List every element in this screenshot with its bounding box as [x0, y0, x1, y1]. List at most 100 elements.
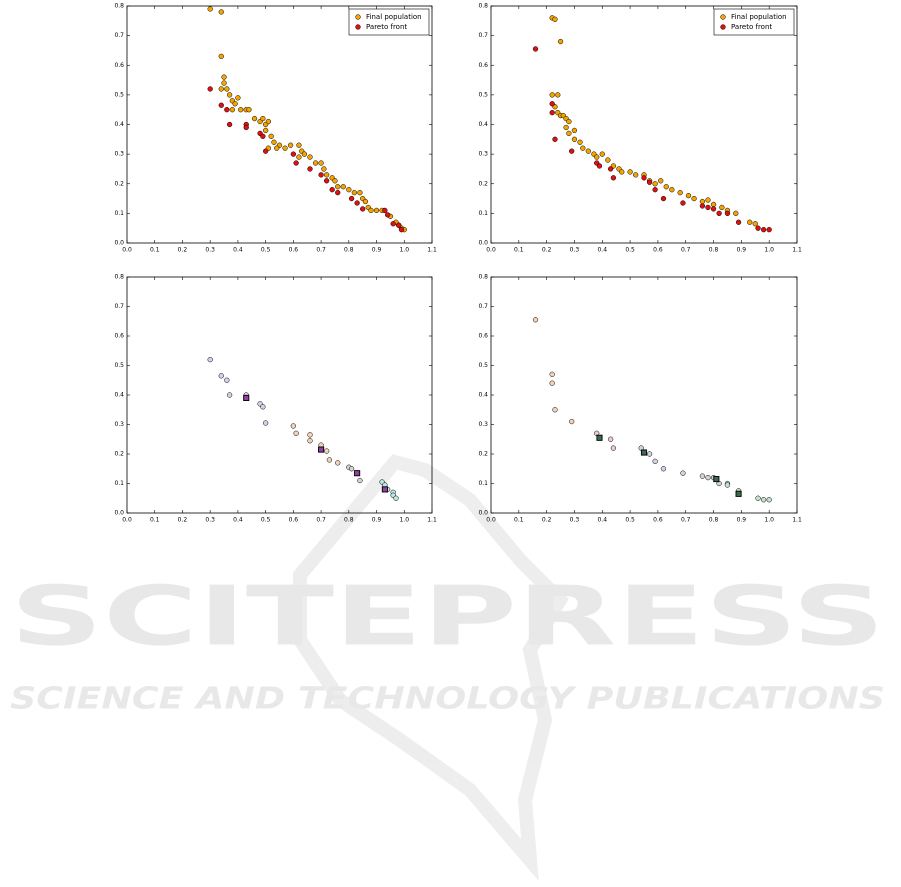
watermark-shape	[293, 454, 569, 881]
scatter-point	[566, 118, 572, 125]
scatter-point	[323, 448, 330, 454]
legend-label: Pareto front	[731, 23, 772, 31]
x-tick-label: 0.9	[737, 247, 747, 254]
scatter-point	[557, 38, 564, 45]
scatter-point	[724, 210, 731, 217]
scatter-point	[362, 198, 369, 205]
scatter-point	[646, 451, 653, 457]
scatter-point	[335, 184, 341, 190]
legend-marker	[355, 14, 361, 20]
scatter-point	[585, 148, 592, 154]
scatter-point	[238, 107, 244, 113]
legend-label: Final population	[731, 13, 787, 21]
y-tick-label: 0.7	[478, 32, 488, 39]
scatter-point	[268, 133, 274, 140]
scatter-point	[549, 380, 555, 386]
y-tick-label: 0.8	[478, 3, 488, 10]
x-tick-label: 0.8	[344, 517, 354, 524]
legend: Final population Pareto front	[348, 8, 430, 36]
scatter-point	[699, 473, 706, 479]
y-tick-label: 0.8	[114, 3, 124, 10]
x-tick-label: 0.4	[597, 247, 607, 254]
y-tick-label: 0.3	[478, 421, 488, 428]
x-tick-label: 0.9	[372, 517, 382, 524]
scatter-point	[348, 466, 355, 472]
x-tick-label: 0.5	[261, 517, 271, 524]
scatter-point	[766, 227, 772, 233]
centroid-point	[318, 446, 325, 453]
scatter-point	[307, 438, 313, 444]
scatter-point	[296, 142, 302, 148]
x-tick-label: 1.0	[764, 247, 774, 254]
scatter-point	[221, 74, 227, 80]
scatter-point	[207, 86, 213, 92]
y-tick-label: 0.2	[114, 180, 124, 187]
scatter-point	[243, 124, 249, 131]
scatter-point	[396, 222, 402, 228]
scatter-point	[658, 178, 664, 184]
charts: 0.0 0.1 0.2 0.3 0.4 0.5 0.6 0.7 0.8 0.9 1.0 1.10.00…	[114, 3, 801, 524]
x-tick-label: 0.8	[709, 247, 719, 254]
x-tick-label: 0.7	[681, 247, 691, 254]
scatter-point	[290, 151, 297, 157]
centroid-point	[596, 434, 603, 441]
scatter-point	[755, 495, 761, 501]
scatter-chart: 0.0 0.1 0.2 0.3 0.4 0.5 0.6 0.7 0.8 0.9 1.0 1.1 0.0 0…	[478, 3, 801, 254]
scatter-point	[680, 470, 686, 476]
scatter-point	[390, 221, 396, 227]
scatter-point	[207, 6, 213, 12]
scatter-point	[633, 172, 639, 178]
y-tick-label: 0.7	[114, 32, 124, 39]
scatter-point	[710, 206, 717, 212]
x-tick-label: 0.1	[150, 247, 160, 254]
scatter-point	[265, 118, 272, 125]
x-tick-label: 0.4	[597, 517, 607, 524]
centroid-point	[713, 476, 720, 483]
scatter-point	[357, 189, 363, 196]
scatter-point	[607, 166, 614, 172]
scatter-point	[262, 148, 269, 154]
x-tick-label: 1.0	[399, 247, 409, 254]
scatter-point	[724, 482, 731, 488]
scatter-point	[293, 160, 299, 166]
scatter-point	[705, 197, 711, 203]
scatter-point	[760, 497, 767, 503]
scatter-point	[552, 136, 558, 142]
x-tick-label: 0.6	[289, 247, 299, 254]
y-tick-label: 0.1	[478, 480, 488, 487]
scatter-point	[282, 145, 288, 151]
y-tick-label: 0.3	[114, 151, 124, 158]
scatter-point	[552, 16, 558, 22]
x-tick-label: 0.0	[122, 517, 132, 524]
y-tick-label: 0.4	[114, 121, 124, 128]
scatter-point	[605, 157, 611, 163]
x-tick-label: 0.5	[261, 247, 271, 254]
y-tick-label: 0.3	[478, 151, 488, 158]
scatter-point	[218, 86, 224, 92]
scatter-point	[652, 458, 658, 465]
scatter-point	[293, 430, 299, 437]
scatter-point	[321, 166, 327, 172]
scatter-point	[318, 172, 324, 178]
y-tick-label: 0.2	[478, 180, 488, 187]
scatter-chart: 0.0 0.1 0.2 0.3 0.4 0.5 0.6 0.7 0.8 0.9 1.0 1.1 0.0 0…	[114, 274, 436, 524]
scatter-chart: 0.0 0.1 0.2 0.3 0.4 0.5 0.6 0.7 0.8 0.9 1.0 1.1 0.0 0…	[478, 274, 801, 524]
scatter-point	[691, 195, 697, 202]
y-tick-label: 0.8	[114, 274, 124, 281]
scatter-point	[246, 107, 252, 113]
y-tick-label: 0.2	[478, 451, 488, 458]
scatter-point	[224, 107, 230, 113]
scatter-point	[747, 219, 753, 225]
scatter-point	[224, 86, 230, 92]
scatter-point	[232, 101, 238, 107]
scatter-point	[260, 404, 266, 410]
scatter-chart: 0.0 0.1 0.2 0.3 0.4 0.5 0.6 0.7 0.8 0.9 1.0 1.1 0.0 0…	[114, 3, 436, 254]
scatter-point	[705, 204, 711, 211]
y-tick-label: 0.6	[478, 333, 488, 340]
scatter-point	[398, 227, 405, 233]
scatter-point	[752, 221, 758, 227]
scatter-point	[351, 189, 358, 196]
scatter-point	[563, 124, 569, 131]
scatter-point	[685, 192, 692, 199]
y-tick-label: 0.7	[478, 303, 488, 310]
